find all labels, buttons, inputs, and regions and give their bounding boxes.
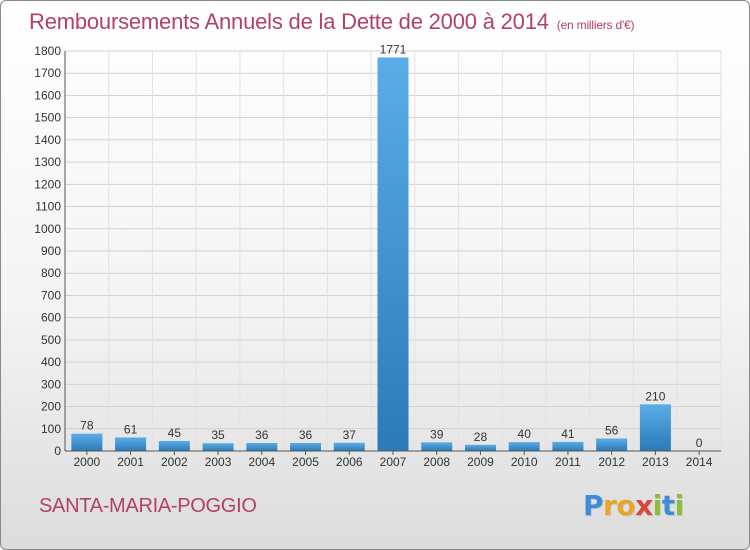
x-tick-label-2005: 2005 <box>292 455 319 469</box>
labels-layer: 78 61 45 35 36 36 37 1771 39 28 40 41 56 210 0 <box>80 42 703 450</box>
value-label-2011: 41 <box>561 427 575 441</box>
x-tick-label-2010: 2010 <box>511 455 538 469</box>
y-tick-label: 1100 <box>35 200 61 214</box>
bar-2004 <box>246 443 278 451</box>
y-tick-label: 700 <box>41 288 61 302</box>
chart-unit-note: (en milliers d'€) <box>556 18 635 32</box>
y-tick-label: 1000 <box>34 222 61 236</box>
value-label-2000: 78 <box>80 419 94 433</box>
y-tick-label: 500 <box>41 333 61 347</box>
chart-title: Remboursements Annuels de la Dette de 20… <box>29 9 635 35</box>
bar-2010 <box>508 442 540 451</box>
bar-2013 <box>639 404 671 451</box>
x-tick-label-2007: 2007 <box>380 455 407 469</box>
y-tick-label: 300 <box>41 377 61 391</box>
x-tick-label-2009: 2009 <box>467 455 494 469</box>
y-tick-label: 1700 <box>34 66 61 80</box>
x-tick-label-2004: 2004 <box>248 455 275 469</box>
x-tick-label-2014: 2014 <box>686 455 713 469</box>
y-tick-label: 100 <box>41 422 61 436</box>
logo-letter: t <box>661 489 675 522</box>
value-label-2012: 56 <box>605 424 619 438</box>
logo-letter: o <box>616 489 636 522</box>
bar-2012 <box>596 438 628 451</box>
x-tick-label-2013: 2013 <box>642 455 669 469</box>
y-tick-label: 600 <box>41 311 61 325</box>
logo-letter: P <box>583 489 604 522</box>
x-tick-label-2008: 2008 <box>423 455 450 469</box>
y-tick-label: 900 <box>41 244 61 258</box>
y-tick-label: 1200 <box>34 177 61 191</box>
x-tick-label-2003: 2003 <box>205 455 232 469</box>
x-tick-label-2012: 2012 <box>598 455 625 469</box>
value-label-2009: 28 <box>474 430 488 444</box>
bar-2011 <box>552 441 584 451</box>
y-tick-label: 1500 <box>34 111 61 125</box>
y-tick-label: 1300 <box>34 155 61 169</box>
bars-layer <box>71 57 671 451</box>
logo-letter: i <box>652 489 663 522</box>
logo-letter: x <box>635 489 653 522</box>
bar-2001 <box>115 437 147 451</box>
value-label-2004: 36 <box>255 428 269 442</box>
bar-2006 <box>333 442 365 451</box>
logo-letter: r <box>603 489 617 522</box>
value-label-2013: 210 <box>645 389 665 403</box>
proxiti-logo: Proxiti <box>583 489 684 522</box>
bar-2009 <box>464 444 496 451</box>
bar-2005 <box>290 443 322 451</box>
commune-name: SANTA-MARIA-POGGIO <box>39 495 257 517</box>
y-tick-label: 200 <box>41 400 61 414</box>
x-tick-label-2001: 2001 <box>117 455 144 469</box>
y-tick-label: 1400 <box>34 133 61 147</box>
y-tick-label: 800 <box>41 266 61 280</box>
y-tick-label: 400 <box>41 355 61 369</box>
value-label-2008: 39 <box>430 427 444 441</box>
bar-2007 <box>377 57 409 451</box>
value-label-2002: 45 <box>168 426 182 440</box>
x-tick-label-2011: 2011 <box>555 455 581 469</box>
bar-2000 <box>71 433 103 451</box>
bar-2008 <box>421 442 453 451</box>
value-label-2014: 0 <box>696 436 703 450</box>
y-tick-label: 1600 <box>34 88 61 102</box>
value-label-2006: 37 <box>343 428 357 442</box>
value-label-2010: 40 <box>518 427 532 441</box>
value-label-2001: 61 <box>124 422 138 436</box>
x-tick-label-2002: 2002 <box>161 455 188 469</box>
bar-2003 <box>202 443 234 451</box>
bar-2002 <box>158 441 190 451</box>
logo-letter: i <box>674 489 685 522</box>
y-tick-label: 0 <box>54 444 61 458</box>
y-tick-label: 1800 <box>34 44 61 58</box>
value-label-2007: 1771 <box>380 42 407 56</box>
axes-layer: 0100200300400500600700800900100011001200… <box>34 44 721 469</box>
chart-title-text: Remboursements Annuels de la Dette de 20… <box>29 9 549 34</box>
x-tick-label-2000: 2000 <box>74 455 101 469</box>
value-label-2003: 35 <box>211 428 225 442</box>
value-label-2005: 36 <box>299 428 313 442</box>
x-tick-label-2006: 2006 <box>336 455 363 469</box>
